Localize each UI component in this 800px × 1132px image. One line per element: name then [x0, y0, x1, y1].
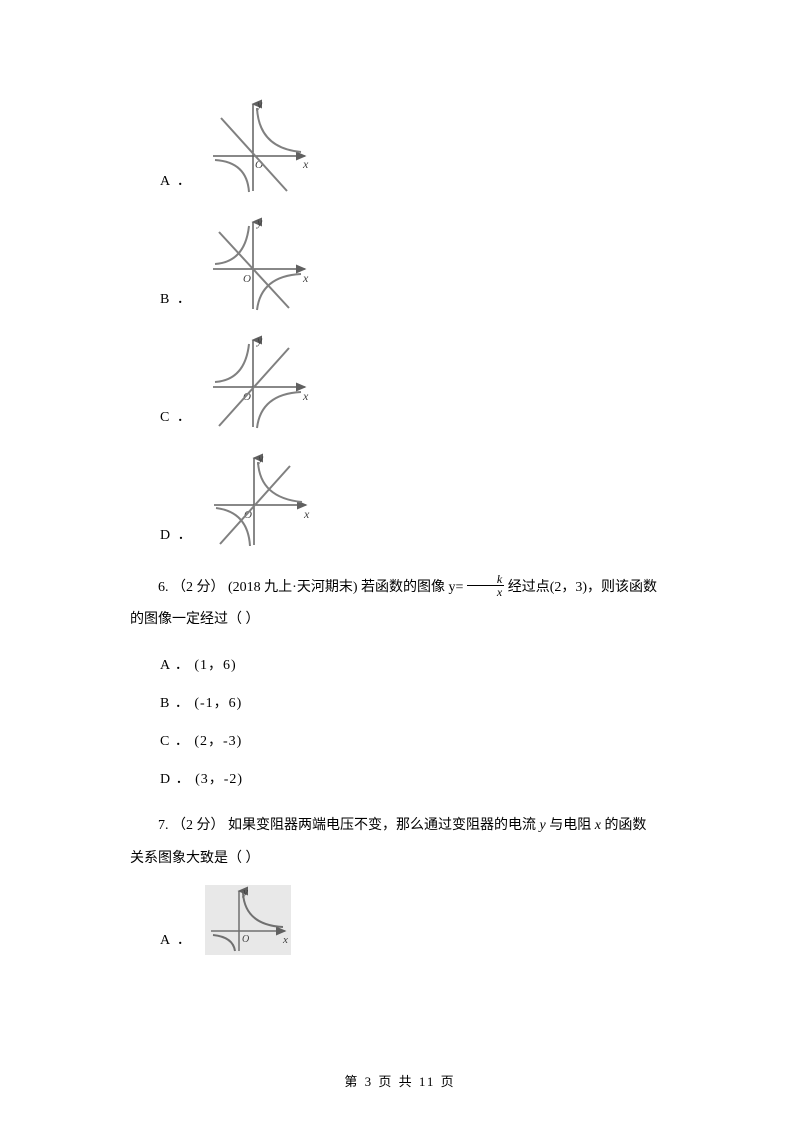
footer-text: 第 3 页 共 11 页	[344, 1074, 455, 1089]
q5-option-c: C ． y x O	[160, 332, 670, 432]
q6-suffix1: 经过点(2，3)，则该函数	[504, 580, 657, 595]
svg-text:y: y	[256, 215, 263, 229]
q7-text1: 7. （2 分） 如果变阻器两端电压不变，那么通过变阻器的电流	[158, 818, 540, 833]
q5-option-a: A ． y x O	[160, 96, 670, 196]
q6-option-b: B ． (-1，6)	[160, 692, 670, 712]
q6-option-d: D ． (3，-2)	[160, 768, 670, 788]
q5-option-b: B ． y x O	[160, 214, 670, 314]
svg-text:x: x	[282, 934, 288, 946]
q6-option-c: C ． (2，-3)	[160, 730, 670, 750]
q7-line2: 关系图象大致是（ ）	[130, 843, 260, 875]
option-label: A ．	[160, 929, 193, 955]
graph-c: y x O	[205, 332, 313, 432]
question-6: 6. （2 分） (2018 九上·天河期末) 若函数的图像 y= kx 经过点…	[130, 572, 670, 636]
q6-line2: 的图像一定经过（ ）	[130, 604, 260, 636]
option-label: C ．	[160, 406, 193, 432]
graph-a: y x O	[205, 96, 313, 196]
svg-text:x: x	[303, 507, 310, 521]
q6-prefix: 6. （2 分） (2018 九上·天河期末) 若函数的图像 y=	[158, 580, 467, 595]
q7-text2: 与电阻	[546, 818, 595, 833]
fraction-k-over-x: kx	[467, 573, 504, 598]
svg-text:O: O	[242, 934, 249, 945]
graph-b: y x O	[205, 214, 313, 314]
question-7: 7. （2 分） 如果变阻器两端电压不变，那么通过变阻器的电流 y 与电阻 x …	[130, 810, 670, 874]
q5-option-d: D ． y x O	[160, 450, 670, 550]
page-content: A ． y x O	[0, 0, 800, 955]
q7-option-a: A ． y x O	[160, 885, 670, 955]
q7-text3: 的函数	[601, 818, 647, 833]
q6-option-a: A ． (1，6)	[160, 654, 670, 674]
page-footer: 第 3 页 共 11 页	[0, 1071, 800, 1090]
option-label: D ．	[160, 524, 194, 550]
graph-q7-a: y x O	[205, 885, 291, 955]
svg-text:x: x	[302, 271, 309, 285]
svg-text:y: y	[256, 333, 263, 347]
graph-d: y x O	[206, 450, 314, 550]
option-label: A ．	[160, 170, 193, 196]
svg-text:x: x	[302, 389, 309, 403]
x-axis-label: x	[302, 157, 309, 171]
svg-text:O: O	[243, 273, 251, 285]
option-label: B ．	[160, 288, 193, 314]
